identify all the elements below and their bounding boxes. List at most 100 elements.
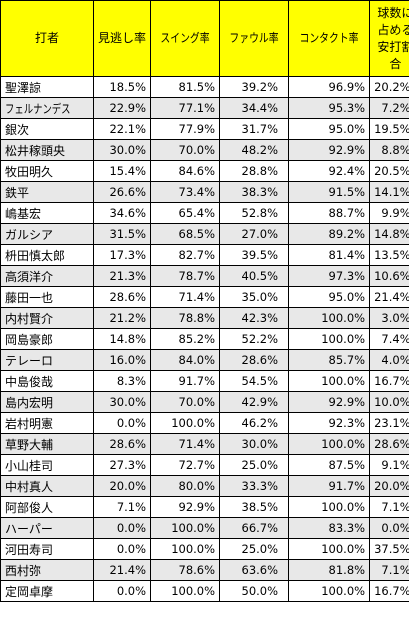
batter-name-cell: 西村弥 (0, 559, 95, 581)
batter-name-cell: 岡島豪郎 (0, 328, 95, 350)
batter-name-cell: 藤田一也 (0, 286, 95, 308)
hit-per-pitch-rate-cell: 20.5% (369, 160, 409, 182)
table-row: 内村賢介 21.2% 78.8% 42.3% 100.0% 3.0% (0, 307, 409, 329)
table-row: 藤田一也 28.6% 71.4% 35.0% 95.0% 21.4% (0, 286, 409, 308)
batter-name-cell: 嶋基宏 (0, 202, 95, 224)
batter-name-text: 銀次 (5, 122, 30, 137)
contact-rate-cell: 81.4% (288, 244, 371, 266)
batter-name-cell: 中村真人 (0, 475, 95, 497)
hit-per-pitch-rate-cell: 13.5% (369, 244, 409, 266)
batter-name-cell: テレーロ (0, 349, 95, 371)
hit-per-pitch-rate-cell: 4.0% (369, 349, 409, 371)
batter-name-cell: ガルシア (0, 223, 95, 245)
table-row: 中島俊哉 8.3% 91.7% 54.5% 100.0% 16.7% (0, 370, 409, 392)
hit-per-pitch-rate-cell: 37.5% (369, 538, 409, 560)
batter-name-cell: 島内宏明 (0, 391, 95, 413)
swing-rate-cell: 70.0% (150, 139, 221, 161)
batter-name-text: 枡田慎太郎 (5, 248, 66, 263)
batter-name-cell: 牧田明久 (0, 160, 95, 182)
contact-rate-cell: 100.0% (288, 538, 371, 560)
batter-name-text: 島内宏明 (5, 395, 54, 410)
contact-rate-cell: 92.3% (288, 412, 371, 434)
table-row: 岩村明憲 0.0% 100.0% 46.2% 92.3% 23.1% (0, 412, 409, 434)
table-row: 小山桂司 27.3% 72.7% 25.0% 87.5% 9.1% (0, 454, 409, 476)
swing-rate-cell: 92.9% (150, 496, 221, 518)
table-row: ハーパー 0.0% 100.0% 66.7% 83.3% 0.0% (0, 517, 409, 539)
batter-name-text: テレーロ (5, 353, 54, 368)
foul-rate-cell: 66.7% (219, 517, 290, 539)
table-row: 定岡卓摩 0.0% 100.0% 50.0% 100.0% 16.7% (0, 580, 409, 602)
contact-rate-cell: 100.0% (288, 580, 371, 602)
header-contact-rate: コンタクト率 (288, 0, 371, 77)
table-row: 島内宏明 30.0% 70.0% 42.9% 92.9% 10.0% (0, 391, 409, 413)
called-strike-rate-cell: 0.0% (93, 517, 152, 539)
table-row: 牧田明久 15.4% 84.6% 28.8% 92.4% 20.5% (0, 160, 409, 182)
contact-rate-cell: 100.0% (288, 370, 371, 392)
header-foul-rate-label: ファウル率 (229, 31, 279, 45)
swing-rate-cell: 71.4% (150, 433, 221, 455)
contact-rate-cell: 85.7% (288, 349, 371, 371)
swing-rate-cell: 81.5% (150, 76, 221, 98)
swing-rate-cell: 84.0% (150, 349, 221, 371)
called-strike-rate-cell: 0.0% (93, 412, 152, 434)
header-swing-rate-label: スイング率 (160, 31, 210, 45)
header-batter: 打者 (0, 0, 95, 77)
hit-per-pitch-rate-cell: 9.9% (369, 202, 409, 224)
batter-stats-table: 打者 見逃し率 スイング率 ファウル率 コンタクト率 球数に 占める 安打割合 … (0, 0, 409, 602)
contact-rate-cell: 89.2% (288, 223, 371, 245)
called-strike-rate-cell: 26.6% (93, 181, 152, 203)
swing-rate-cell: 78.7% (150, 265, 221, 287)
swing-rate-cell: 100.0% (150, 580, 221, 602)
batter-name-text: 河田寿司 (5, 542, 54, 557)
batter-name-text: 小山桂司 (5, 458, 54, 473)
batter-name-text: 草野大輔 (5, 437, 54, 452)
batter-name-text: フェルナンデス (5, 101, 71, 116)
table-row: 岡島豪郎 14.8% 85.2% 52.2% 100.0% 7.4% (0, 328, 409, 350)
batter-name-text: ガルシア (5, 227, 54, 242)
table-row: 河田寿司 0.0% 100.0% 25.0% 100.0% 37.5% (0, 538, 409, 560)
hit-per-pitch-rate-cell: 21.4% (369, 286, 409, 308)
called-strike-rate-cell: 0.0% (93, 538, 152, 560)
foul-rate-cell: 50.0% (219, 580, 290, 602)
batter-name-cell: 内村賢介 (0, 307, 95, 329)
batter-name-cell: 松井稼頭央 (0, 139, 95, 161)
called-strike-rate-cell: 18.5% (93, 76, 152, 98)
stats-table-body: 聖澤諒 18.5% 81.5% 39.2% 96.9% 20.2% フェルナンデス 22.9%… (0, 76, 409, 602)
swing-rate-cell: 100.0% (150, 517, 221, 539)
foul-rate-cell: 48.2% (219, 139, 290, 161)
swing-rate-cell: 82.7% (150, 244, 221, 266)
table-row: テレーロ 16.0% 84.0% 28.6% 85.7% 4.0% (0, 349, 409, 371)
table-row: 松井稼頭央 30.0% 70.0% 48.2% 92.9% 8.8% (0, 139, 409, 161)
batter-name-text: 高須洋介 (5, 269, 54, 284)
called-strike-rate-cell: 7.1% (93, 496, 152, 518)
hit-per-pitch-rate-cell: 16.7% (369, 580, 409, 602)
hit-per-pitch-rate-cell: 9.1% (369, 454, 409, 476)
swing-rate-cell: 71.4% (150, 286, 221, 308)
batter-name-cell: フェルナンデス (0, 97, 95, 119)
batter-name-text: 岡島豪郎 (5, 332, 54, 347)
header-swing-rate: スイング率 (150, 0, 221, 77)
contact-rate-cell: 91.7% (288, 475, 371, 497)
hit-per-pitch-rate-cell: 10.0% (369, 391, 409, 413)
hit-per-pitch-rate-cell: 7.2% (369, 97, 409, 119)
header-foul-rate: ファウル率 (219, 0, 290, 77)
contact-rate-cell: 96.9% (288, 76, 371, 98)
swing-rate-cell: 65.4% (150, 202, 221, 224)
hit-per-pitch-rate-cell: 23.1% (369, 412, 409, 434)
called-strike-rate-cell: 34.6% (93, 202, 152, 224)
batter-name-text: 聖澤諒 (5, 80, 42, 95)
swing-rate-cell: 85.2% (150, 328, 221, 350)
hit-per-pitch-rate-cell: 10.6% (369, 265, 409, 287)
swing-rate-cell: 73.4% (150, 181, 221, 203)
hit-per-pitch-rate-cell: 20.0% (369, 475, 409, 497)
contact-rate-cell: 100.0% (288, 328, 371, 350)
called-strike-rate-cell: 16.0% (93, 349, 152, 371)
batter-name-text: 内村賢介 (5, 311, 54, 326)
batter-name-cell: 高須洋介 (0, 265, 95, 287)
contact-rate-cell: 97.3% (288, 265, 371, 287)
table-row: 聖澤諒 18.5% 81.5% 39.2% 96.9% 20.2% (0, 76, 409, 98)
table-row: 嶋基宏 34.6% 65.4% 52.8% 88.7% 9.9% (0, 202, 409, 224)
hit-per-pitch-rate-cell: 0.0% (369, 517, 409, 539)
table-row: 西村弥 21.4% 78.6% 63.6% 81.8% 7.1% (0, 559, 409, 581)
batter-name-cell: ハーパー (0, 517, 95, 539)
